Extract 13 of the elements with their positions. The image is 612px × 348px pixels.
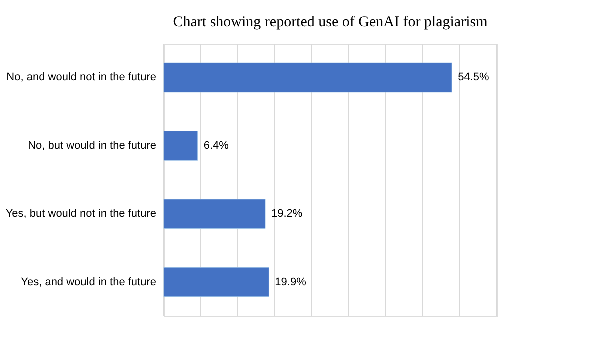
y-tick-label: Yes, but would not in the future — [6, 208, 156, 220]
bar — [164, 267, 270, 298]
bar — [164, 131, 198, 161]
data-label: 6.4% — [204, 140, 230, 152]
data-label: 19.2% — [271, 208, 303, 220]
bar — [164, 199, 266, 229]
y-tick-label: Yes, and would in the future — [21, 276, 156, 288]
chart-title: Chart showing reported use of GenAI for plagiarism — [173, 14, 488, 30]
y-tick-label: No, and would not in the future — [6, 72, 156, 84]
y-tick-label: No, but would in the future — [28, 140, 156, 152]
data-label: 54.5% — [458, 72, 490, 84]
bar — [164, 62, 452, 93]
data-label: 19.9% — [275, 276, 307, 288]
